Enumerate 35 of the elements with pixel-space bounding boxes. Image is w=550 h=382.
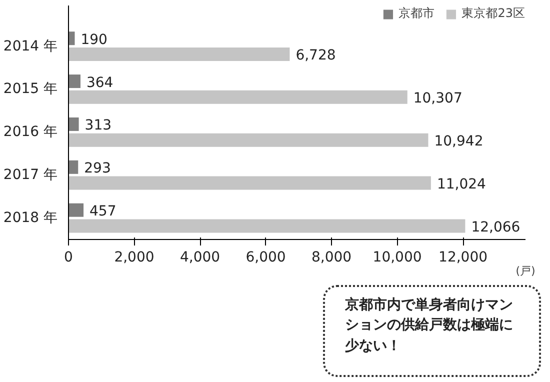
x-tick-label: 6,000 [246, 250, 286, 266]
y-tick-label: 2016 年 [3, 124, 58, 140]
bar [68, 160, 78, 174]
y-tick-label: 2014 年 [3, 38, 58, 54]
x-tick-label: 8,000 [311, 250, 352, 266]
bar [68, 133, 428, 147]
x-tick-label: 4,000 [180, 250, 220, 266]
bar [68, 117, 79, 131]
data-label: 12,066 [471, 219, 520, 236]
data-label: 10,307 [413, 90, 462, 107]
data-label: 457 [90, 204, 116, 220]
x-tick-label: 2,000 [114, 250, 154, 266]
data-label: 313 [84, 118, 112, 134]
bar [68, 74, 80, 88]
bar [68, 219, 466, 233]
y-tick-label: 2018 年 [3, 210, 58, 226]
x-tick-label: 12,000 [438, 250, 488, 266]
x-tick-label: 0 [64, 250, 73, 266]
legend-label: 東京都23区 [462, 5, 525, 22]
bar [68, 47, 290, 61]
bar [68, 176, 431, 190]
x-tick-label: 10,000 [372, 250, 422, 266]
legend-label: 京都市 [398, 5, 435, 22]
data-label: 190 [80, 32, 108, 48]
data-label: 293 [84, 160, 111, 177]
data-label: 6,728 [296, 48, 336, 64]
data-label: 364 [86, 74, 114, 91]
data-label: 11,024 [436, 176, 486, 193]
data-label: 10,942 [434, 134, 484, 150]
y-tick-label: 2015 年 [3, 81, 58, 98]
bar [68, 203, 84, 217]
x-axis-title: (戸) [516, 264, 536, 278]
y-tick-label: 2017 年 [3, 167, 58, 184]
bar [68, 90, 408, 104]
text: 京都市内で単身者向けマンションの供給戸数は極端に少ない！ [345, 296, 514, 356]
